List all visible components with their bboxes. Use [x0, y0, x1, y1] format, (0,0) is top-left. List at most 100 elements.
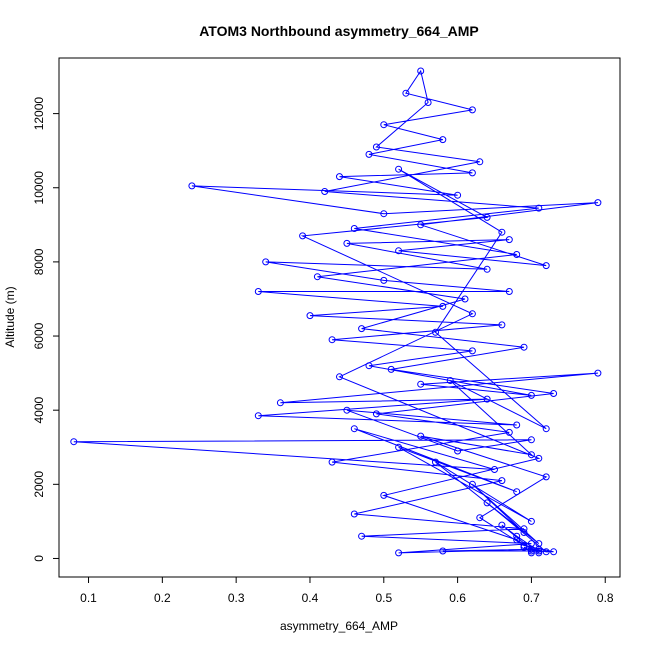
x-tick-label: 0.1 — [80, 591, 97, 605]
data-point — [439, 302, 447, 310]
y-tick-label: 10000 — [32, 171, 46, 205]
data-point — [468, 169, 476, 177]
data-point — [343, 406, 351, 414]
data-point — [513, 251, 521, 258]
data-point — [417, 221, 425, 229]
y-axis: 0 2000 4000 6000 8000 10000 12000 — [32, 97, 59, 562]
data-point — [527, 547, 535, 555]
data-point — [550, 548, 558, 556]
data-point — [276, 399, 284, 407]
data-point — [350, 425, 358, 433]
y-axis-label: Altitude (m) — [3, 286, 17, 347]
series-line — [73, 69, 598, 554]
x-axis-label: asymmetry_664_AMP — [280, 619, 398, 633]
data-point — [350, 510, 358, 518]
data-point — [468, 480, 476, 488]
data-point — [542, 473, 550, 481]
data-point — [328, 458, 336, 466]
data-point — [188, 182, 196, 190]
data-point — [254, 288, 262, 295]
data-point — [520, 529, 528, 536]
data-point — [299, 232, 307, 240]
y-tick-label: 6000 — [32, 322, 46, 349]
data-point — [535, 549, 543, 557]
data-point — [468, 106, 476, 114]
data-point — [520, 343, 528, 351]
data-point — [476, 158, 484, 166]
data-point — [387, 365, 395, 373]
data-point — [498, 228, 506, 236]
chart-title: ATOM3 Northbound asymmetry_664_AMP — [199, 23, 479, 39]
data-point — [432, 458, 439, 466]
data-point — [350, 225, 358, 232]
data-point — [513, 421, 521, 429]
data-point — [520, 525, 528, 533]
data-point — [395, 247, 403, 255]
data-point — [380, 491, 388, 499]
x-tick-label: 0.2 — [154, 591, 171, 605]
x-tick-label: 0.8 — [597, 591, 614, 605]
data-point — [417, 380, 425, 388]
y-tick-label: 4000 — [32, 397, 46, 424]
data-point — [328, 336, 336, 344]
data-point — [306, 312, 314, 320]
data-point — [527, 517, 535, 525]
plot-frame — [58, 57, 621, 578]
x-tick-label: 0.7 — [523, 591, 540, 605]
data-point — [380, 210, 388, 218]
data-point — [262, 258, 270, 266]
data-point — [380, 121, 388, 129]
data-point — [594, 199, 602, 207]
data-point — [513, 536, 521, 544]
data-point — [542, 262, 550, 270]
series-layer — [70, 67, 602, 557]
x-tick-label: 0.5 — [375, 591, 392, 605]
data-point — [535, 454, 543, 462]
data-point — [498, 521, 506, 529]
data-point — [594, 369, 602, 377]
data-point — [454, 447, 462, 455]
y-tick-label: 8000 — [32, 248, 46, 275]
data-point — [498, 477, 506, 485]
data-point — [313, 273, 321, 281]
data-point — [454, 191, 462, 199]
data-point — [372, 143, 380, 151]
data-point — [527, 436, 535, 444]
data-point — [535, 545, 543, 553]
data-point — [439, 136, 447, 144]
data-point — [372, 410, 380, 418]
data-point — [70, 438, 78, 446]
data-point — [432, 328, 439, 336]
x-tick-label: 0.4 — [302, 591, 319, 605]
data-point — [483, 213, 491, 221]
data-point — [520, 542, 528, 549]
data-point — [483, 395, 491, 403]
y-tick-label: 12000 — [32, 97, 46, 131]
data-point — [358, 325, 366, 333]
data-point — [535, 204, 543, 212]
data-point — [358, 532, 366, 540]
data-point — [527, 391, 535, 399]
data-point — [365, 150, 373, 158]
data-point — [395, 549, 403, 557]
data-point — [461, 295, 469, 303]
data-point — [527, 451, 535, 459]
data-point — [395, 443, 403, 451]
data-point — [336, 373, 343, 381]
data-point — [439, 547, 447, 555]
data-point — [254, 412, 262, 420]
data-point — [321, 188, 329, 195]
data-point — [380, 276, 388, 284]
data-point — [343, 239, 351, 247]
data-point — [446, 377, 454, 384]
data-point — [365, 362, 373, 370]
data-point — [402, 89, 410, 97]
data-point — [468, 310, 476, 318]
data-point — [505, 428, 513, 436]
data-point — [513, 488, 521, 496]
data-point — [498, 321, 506, 329]
data-point — [505, 236, 513, 244]
data-point — [483, 499, 491, 507]
x-axis: 0.1 0.2 0.3 0.4 0.5 0.6 0.7 0.8 — [80, 577, 614, 605]
